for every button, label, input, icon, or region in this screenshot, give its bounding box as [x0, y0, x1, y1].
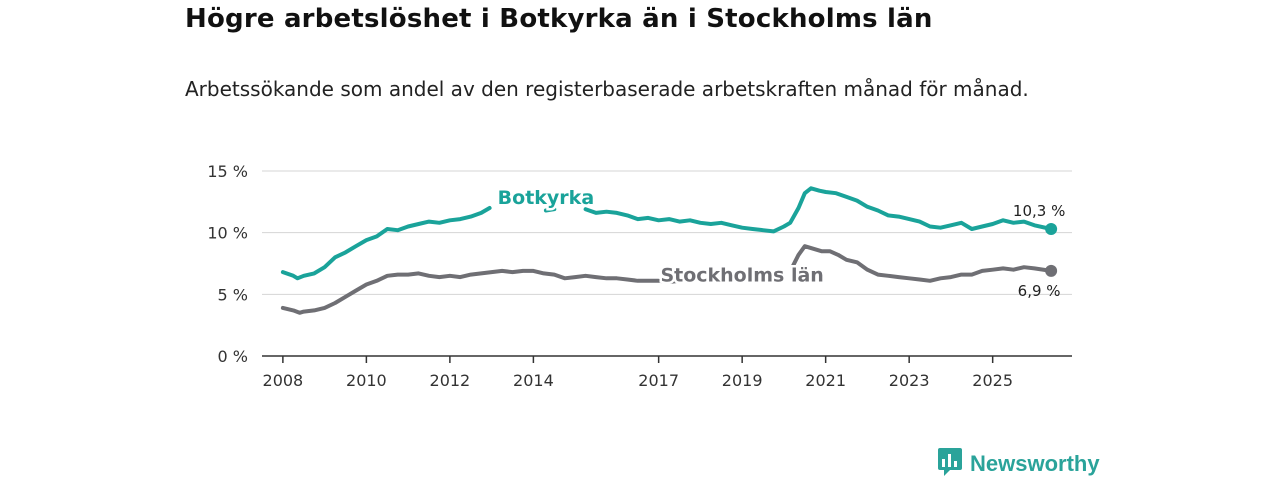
y-tick-label: 10 % [207, 224, 248, 243]
series-name-label-stockholms-l-n: Stockholms län [660, 265, 823, 287]
bar-chart-speech-bubble-icon [938, 448, 964, 480]
series-line-botkyrka [543, 207, 557, 213]
series-name-label-botkyrka: Botkyrka [498, 187, 594, 209]
brand-name: Newsworthy [970, 451, 1100, 476]
series-line-botkyrka [583, 186, 1054, 234]
series-end-label-botkyrka: 10,3 % [1013, 202, 1065, 220]
x-tick-label: 2019 [722, 371, 763, 390]
x-tick-label: 2010 [346, 371, 387, 390]
chart-subtitle: Arbetssökande som andel av den registerb… [185, 77, 1029, 101]
series-end-point-botkyrka [1045, 222, 1058, 235]
x-tick-label: 2025 [972, 371, 1013, 390]
y-tick-label: 5 % [218, 285, 248, 304]
series-line-stockholms-l-n [280, 268, 692, 315]
y-tick-label: 15 % [207, 162, 248, 181]
series-end-point-stockholms-l-n [1045, 264, 1058, 277]
x-tick-label: 2021 [805, 371, 846, 390]
y-tick-label: 0 % [218, 347, 248, 366]
series-end-label-stockholms-l-n: 6,9 % [1018, 282, 1061, 300]
series-line-botkyrka [280, 206, 492, 281]
x-tick-label: 2023 [889, 371, 930, 390]
x-tick-label: 2012 [430, 371, 471, 390]
series-line-stockholms-l-n [790, 244, 1054, 283]
brand-logo: Newsworthy [938, 448, 1100, 480]
x-tick-label: 2017 [638, 371, 679, 390]
chart-title: Högre arbetslöshet i Botkyrka än i Stock… [185, 4, 933, 34]
x-tick-label: 2014 [513, 371, 554, 390]
x-tick-label: 2008 [263, 371, 304, 390]
